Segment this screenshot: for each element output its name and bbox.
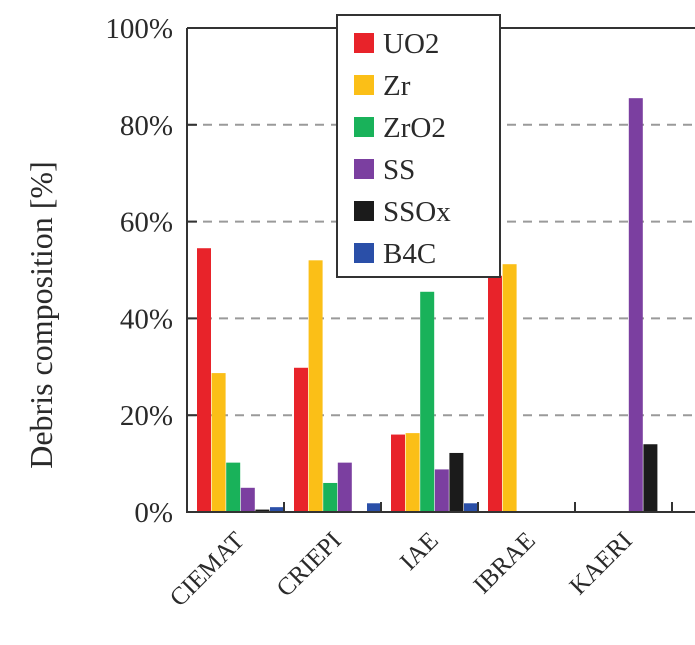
legend-swatch-ss (354, 159, 374, 179)
bar-uo2-ibrae (488, 275, 502, 512)
x-tick-label: CRIEPI (272, 527, 347, 602)
y-tick-label: 20% (120, 400, 173, 432)
y-tick-label: 60% (120, 207, 173, 239)
legend-label-zr: Zr (383, 70, 411, 102)
x-tick-label: IAE (395, 527, 444, 576)
legend-swatch-uo2 (354, 33, 374, 53)
bar-b4c-ciemat (270, 507, 284, 512)
bar-b4c-iae (464, 503, 478, 512)
legend-swatch-zr (354, 75, 374, 95)
bar-zr-criepi (308, 260, 323, 512)
bar-zr-ciemat (211, 373, 226, 512)
x-tick-label: KAERI (565, 527, 638, 600)
bar-zro2-ciemat (226, 462, 241, 512)
legend-label-b4c: B4C (383, 238, 436, 270)
legend-label-zro2: ZrO2 (383, 112, 446, 144)
bar-uo2-criepi (294, 367, 308, 512)
legend-box (336, 14, 501, 278)
y-tick-label: 40% (120, 303, 173, 335)
y-tick-label: 100% (105, 13, 173, 45)
legend-label-ssox: SSOx (383, 196, 451, 228)
bar-uo2-ciemat (197, 248, 211, 512)
bar-ss-ciemat (240, 487, 255, 512)
bar-zro2-criepi (323, 482, 338, 512)
legend-label-ss: SS (383, 154, 415, 186)
legend-label-uo2: UO2 (383, 28, 439, 60)
bar-zr-iae (405, 433, 420, 512)
gridlines (187, 123, 695, 417)
bar-ss-iae (434, 469, 449, 512)
bar-ssox-kaeri (643, 444, 658, 512)
y-tick-label: 0% (134, 497, 173, 529)
bar-zro2-iae (420, 291, 435, 512)
bar-ss-kaeri (628, 98, 643, 513)
bar-ss-criepi (337, 462, 352, 512)
y-tick-label: 80% (120, 110, 173, 142)
x-tick-label: CIEMAT (165, 527, 250, 612)
bar-b4c-criepi (367, 503, 381, 512)
bar-ssox-ciemat (255, 509, 270, 512)
bar-zr-ibrae (502, 264, 517, 512)
x-tick-label: IBRAE (469, 527, 541, 599)
x-tick-labels: CIEMAT CRIEPI IAE IBRAE KAERI (165, 527, 638, 612)
bars (197, 98, 658, 513)
legend-swatch-b4c (354, 243, 374, 263)
legend-swatch-zro2 (354, 117, 374, 137)
y-axis-label: Debris composition [%] (23, 161, 59, 469)
bar-ssox-iae (449, 452, 464, 512)
bar-uo2-iae (391, 434, 405, 512)
legend: UO2 Zr ZrO2 SS SSOx B4C (336, 14, 501, 278)
legend-swatch-ssox (354, 201, 374, 221)
y-tick-labels: 0% 20% 40% 60% 80% 100% (105, 13, 173, 529)
